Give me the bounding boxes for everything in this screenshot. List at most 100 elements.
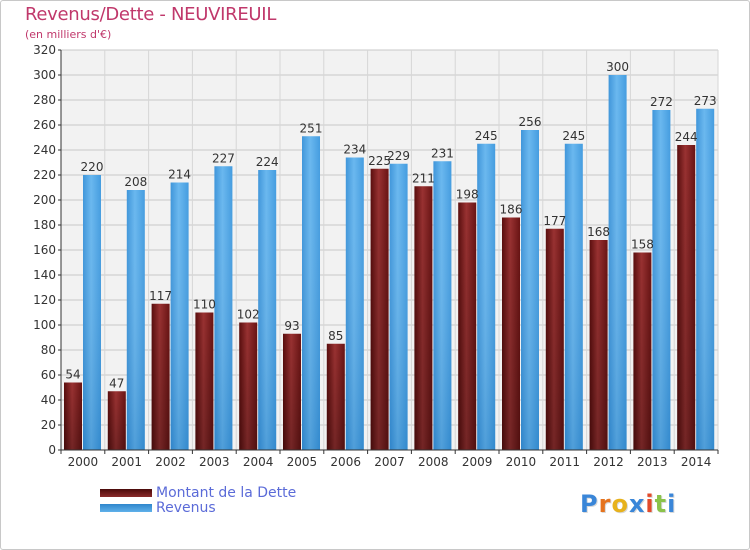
- x-tick-label: 2001: [111, 455, 142, 469]
- bar-shade: [564, 143, 583, 450]
- data-label: 158: [631, 238, 654, 252]
- data-label: 211: [412, 171, 435, 185]
- bar-shade: [608, 75, 627, 450]
- y-tick-label: 220: [33, 168, 56, 182]
- data-label: 214: [168, 168, 191, 182]
- data-label: 227: [212, 151, 235, 165]
- bar-shade: [345, 157, 364, 450]
- chart-subtitle: (en milliers d'€): [25, 28, 112, 41]
- bar-shade: [239, 322, 258, 450]
- data-label: 186: [500, 203, 523, 217]
- y-tick-label: 300: [33, 68, 56, 82]
- x-tick-label: 2013: [637, 455, 668, 469]
- data-label: 93: [284, 319, 299, 333]
- y-tick-label: 140: [33, 268, 56, 282]
- x-tick-label: 2006: [330, 455, 361, 469]
- bar-shade: [545, 228, 564, 450]
- data-label: 245: [475, 129, 498, 143]
- data-label: 85: [328, 329, 343, 343]
- y-tick-label: 120: [33, 293, 56, 307]
- logo-letter: x: [628, 490, 646, 518]
- y-tick-label: 180: [33, 218, 56, 232]
- y-tick-label: 0: [48, 443, 56, 457]
- bar-shade: [696, 108, 715, 450]
- x-tick-label: 2007: [374, 455, 405, 469]
- y-tick-label: 320: [33, 43, 56, 57]
- y-tick-label: 240: [33, 143, 56, 157]
- bar-shade: [64, 382, 82, 450]
- logo-letter: t: [654, 490, 668, 518]
- bar-shade: [302, 136, 320, 450]
- logo-letter: r: [598, 490, 612, 518]
- data-label: 234: [343, 143, 366, 157]
- y-tick-label: 280: [33, 93, 56, 107]
- data-label: 272: [650, 95, 673, 109]
- data-label: 102: [237, 308, 260, 322]
- bar-shade: [126, 190, 145, 450]
- x-tick-label: 2012: [593, 455, 624, 469]
- bar-shade: [502, 217, 520, 450]
- bar-shade: [389, 163, 408, 450]
- x-tick-label: 2010: [506, 455, 537, 469]
- data-label: 225: [368, 154, 391, 168]
- data-label: 244: [675, 130, 698, 144]
- bar-shade: [151, 303, 170, 450]
- data-label: 168: [587, 225, 610, 239]
- logo-letter: i: [645, 490, 655, 518]
- data-label: 110: [193, 298, 216, 312]
- legend-label-debt: Montant de la Dette: [156, 485, 297, 501]
- x-tick-label: 2008: [418, 455, 449, 469]
- data-label: 245: [562, 129, 585, 143]
- bar-shade: [326, 343, 345, 450]
- bar-shade: [283, 333, 301, 450]
- bar-shade: [677, 145, 696, 450]
- legend-swatch-revenue: [100, 504, 152, 512]
- bar-shade: [652, 110, 671, 450]
- bar-shade: [258, 170, 277, 450]
- y-tick-label: 160: [33, 243, 56, 257]
- logo-letter: i: [667, 490, 677, 518]
- proxiti-logo: Proxiti: [580, 490, 676, 518]
- data-label: 229: [387, 149, 410, 163]
- bar-shade: [521, 130, 539, 450]
- y-tick-label: 60: [41, 368, 56, 382]
- data-label: 198: [456, 188, 479, 202]
- x-tick-label: 2014: [681, 455, 712, 469]
- bar-shade: [477, 143, 496, 450]
- x-tick-label: 2005: [287, 455, 318, 469]
- legend-swatch-debt: [100, 489, 152, 497]
- bar-shade: [195, 312, 214, 450]
- x-tick-label: 2000: [68, 455, 99, 469]
- bar-shade: [214, 166, 233, 450]
- data-label: 273: [694, 94, 717, 108]
- bar-shade: [170, 182, 189, 450]
- logo-letter: o: [611, 490, 629, 518]
- data-label: 47: [109, 376, 124, 390]
- data-label: 117: [149, 289, 172, 303]
- bar-shade: [414, 186, 433, 450]
- legend-label-revenue: Revenus: [156, 500, 216, 516]
- data-label: 54: [65, 368, 80, 382]
- x-tick-label: 2009: [462, 455, 493, 469]
- data-label: 177: [543, 214, 566, 228]
- bar-shade: [633, 252, 652, 450]
- data-label: 208: [124, 175, 147, 189]
- bar-shade: [433, 161, 452, 450]
- bar-shade: [83, 175, 101, 450]
- bar-shade: [370, 168, 389, 450]
- data-label: 224: [256, 155, 279, 169]
- data-label: 220: [81, 160, 104, 174]
- bar-shade: [589, 240, 608, 450]
- y-tick-label: 80: [41, 343, 56, 357]
- x-tick-label: 2004: [243, 455, 274, 469]
- data-label: 231: [431, 146, 454, 160]
- y-tick-label: 260: [33, 118, 56, 132]
- logo-letter: P: [580, 490, 599, 518]
- bar-shade: [107, 391, 126, 450]
- legend-item-debt: Montant de la Dette: [100, 485, 296, 501]
- chart-title: Revenus/Dette - NEUVIREUIL: [25, 4, 277, 25]
- y-tick-label: 200: [33, 193, 56, 207]
- data-label: 251: [300, 121, 323, 135]
- data-label: 300: [606, 60, 629, 74]
- y-tick-label: 40: [41, 393, 56, 407]
